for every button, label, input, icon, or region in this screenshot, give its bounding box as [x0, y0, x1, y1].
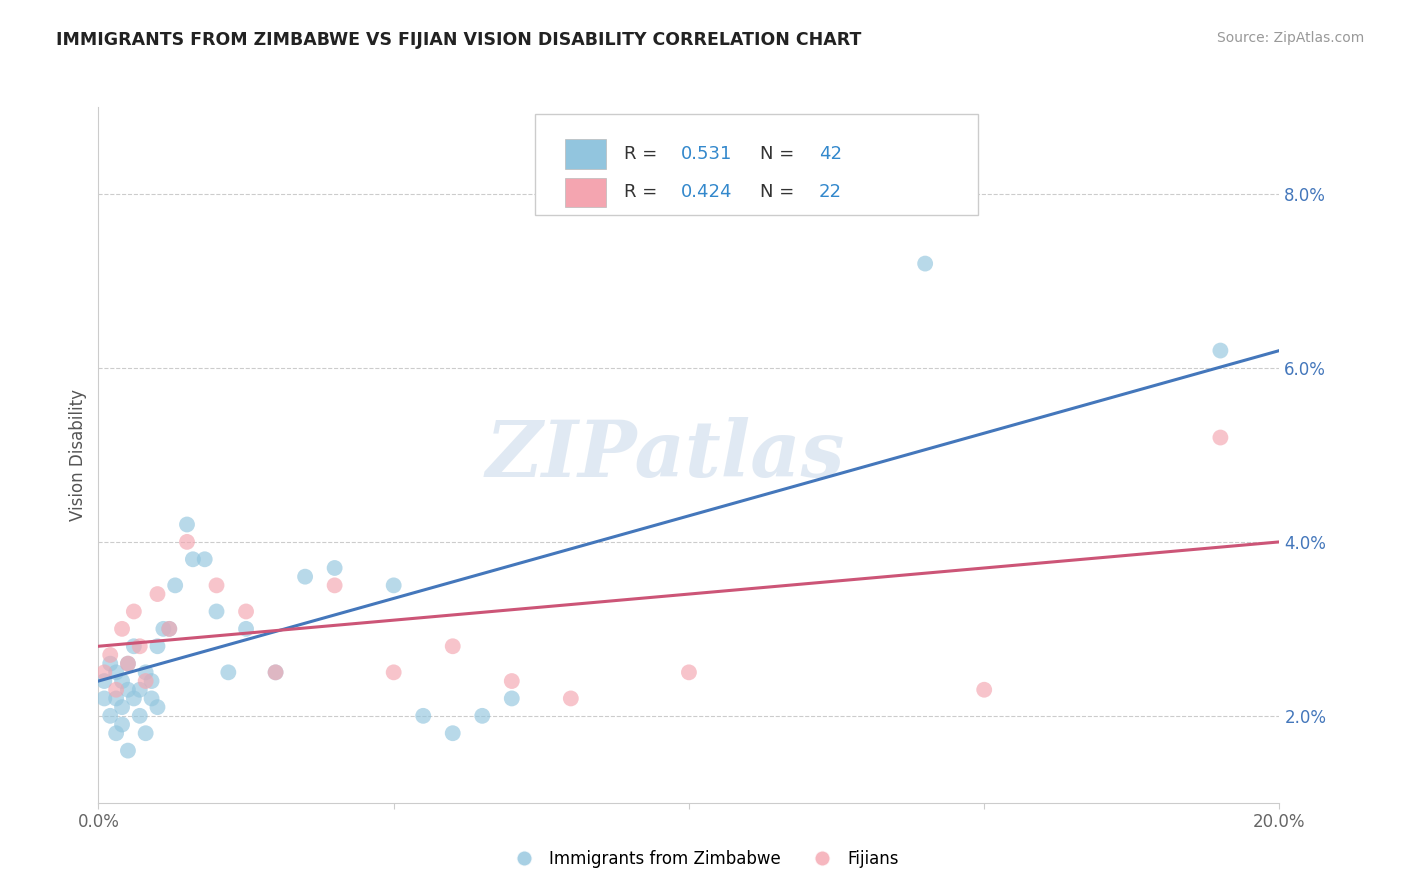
Point — [678, 665, 700, 680]
Point — [117, 682, 139, 697]
Point — [122, 691, 145, 706]
Point — [1209, 343, 1232, 358]
Text: IMMIGRANTS FROM ZIMBABWE VS FIJIAN VISION DISABILITY CORRELATION CHART: IMMIGRANTS FROM ZIMBABWE VS FIJIAN VISIO… — [56, 31, 862, 49]
Point — [111, 674, 134, 689]
Y-axis label: Vision Disability: Vision Disability — [69, 389, 87, 521]
Point — [382, 578, 405, 592]
Point — [135, 674, 157, 689]
Text: R =: R = — [624, 183, 664, 202]
Point — [146, 587, 169, 601]
Point — [323, 561, 346, 575]
Point — [205, 578, 228, 592]
Point — [382, 665, 405, 680]
Point — [264, 665, 287, 680]
Point — [157, 622, 180, 636]
Point — [176, 534, 198, 549]
Point — [117, 744, 139, 758]
Text: N =: N = — [759, 183, 800, 202]
Point — [181, 552, 204, 566]
Point — [165, 578, 187, 592]
Text: ZIPatlas: ZIPatlas — [485, 417, 845, 493]
Point — [128, 708, 150, 723]
Point — [146, 639, 169, 653]
Point — [194, 552, 217, 566]
Point — [105, 691, 128, 706]
Point — [973, 682, 995, 697]
Point — [141, 674, 163, 689]
Point — [235, 605, 257, 619]
Point — [914, 257, 936, 271]
Point — [105, 682, 128, 697]
Point — [93, 691, 115, 706]
Text: 42: 42 — [818, 145, 842, 163]
Point — [217, 665, 239, 680]
FancyBboxPatch shape — [536, 114, 979, 215]
Point — [264, 665, 287, 680]
Point — [135, 665, 157, 680]
Point — [412, 708, 434, 723]
Point — [98, 657, 121, 671]
Point — [128, 639, 150, 653]
Point — [93, 674, 115, 689]
Legend: Immigrants from Zimbabwe, Fijians: Immigrants from Zimbabwe, Fijians — [501, 844, 905, 875]
Point — [501, 691, 523, 706]
Text: N =: N = — [759, 145, 800, 163]
Point — [111, 700, 134, 714]
Point — [135, 726, 157, 740]
Point — [157, 622, 180, 636]
Text: 0.531: 0.531 — [681, 145, 733, 163]
Point — [141, 691, 163, 706]
Point — [128, 682, 150, 697]
Point — [176, 517, 198, 532]
Point — [98, 708, 121, 723]
Point — [117, 657, 139, 671]
Text: 0.424: 0.424 — [681, 183, 733, 202]
FancyBboxPatch shape — [565, 178, 606, 207]
Point — [146, 700, 169, 714]
Point — [1209, 431, 1232, 445]
Text: Source: ZipAtlas.com: Source: ZipAtlas.com — [1216, 31, 1364, 45]
Point — [98, 648, 121, 662]
Point — [105, 665, 128, 680]
Point — [117, 657, 139, 671]
Point — [111, 622, 134, 636]
Point — [122, 639, 145, 653]
Point — [441, 726, 464, 740]
Point — [205, 605, 228, 619]
Point — [105, 726, 128, 740]
Point — [294, 570, 316, 584]
Point — [560, 691, 582, 706]
Point — [501, 674, 523, 689]
Point — [122, 605, 145, 619]
FancyBboxPatch shape — [565, 139, 606, 169]
Point — [152, 622, 174, 636]
Text: 22: 22 — [818, 183, 842, 202]
Point — [323, 578, 346, 592]
Text: R =: R = — [624, 145, 664, 163]
Point — [111, 717, 134, 731]
Point — [471, 708, 494, 723]
Point — [441, 639, 464, 653]
Point — [235, 622, 257, 636]
Point — [93, 665, 115, 680]
